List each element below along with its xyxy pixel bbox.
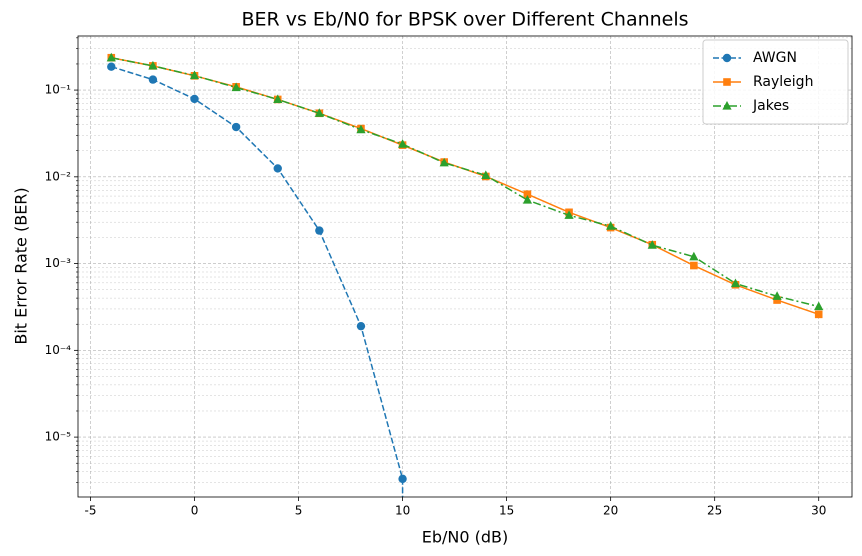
y-tick-label: 10⁻¹ (45, 83, 72, 97)
data-point (523, 190, 532, 199)
data-point (315, 226, 324, 235)
data-point (189, 70, 200, 80)
y-tick-label: 10⁻³ (45, 256, 72, 270)
x-axis-label: Eb/N0 (dB) (422, 528, 509, 547)
data-point (814, 301, 824, 311)
x-tick-label: 30 (811, 504, 826, 518)
y-tick-label: 10⁻² (45, 169, 72, 183)
data-point (273, 164, 282, 173)
data-point (356, 321, 366, 331)
legend-label: Jakes (752, 98, 789, 114)
series-line (111, 56, 819, 308)
data-point (606, 221, 616, 230)
data-point (148, 60, 158, 70)
x-tick-label: -5 (84, 504, 96, 518)
x-tick-label: 15 (499, 504, 514, 518)
data-point (814, 310, 823, 319)
data-point (148, 75, 158, 84)
data-point (647, 240, 657, 249)
legend-marker (722, 101, 732, 110)
chart-title: BER vs Eb/N0 for BPSK over Different Cha… (241, 9, 688, 31)
x-tick-label: 5 (295, 504, 303, 518)
data-point (273, 94, 283, 104)
data-point (439, 157, 449, 167)
legend-marker (723, 78, 731, 86)
data-point (190, 94, 199, 104)
y-tick-label: 10⁻⁴ (45, 343, 72, 357)
x-tick-label: 10 (395, 504, 410, 518)
data-point (397, 139, 408, 148)
data-point (314, 108, 324, 117)
data-point (564, 210, 574, 219)
data-point (522, 195, 533, 204)
plot-area (106, 52, 824, 497)
legend-label: Rayleigh (753, 74, 813, 90)
data-point (107, 62, 116, 71)
y-tick-label: 10⁻⁵ (45, 430, 72, 444)
series-line (111, 65, 404, 497)
data-point (356, 124, 366, 134)
data-point (772, 291, 782, 300)
data-point (231, 122, 241, 132)
data-point (398, 474, 407, 484)
data-point (690, 261, 698, 270)
x-tick-label: 20 (603, 504, 618, 518)
data-point (773, 296, 781, 304)
data-point (730, 278, 741, 288)
data-point (106, 52, 116, 62)
legend-label: AWGN (753, 50, 797, 66)
x-tick-label: 25 (707, 504, 722, 518)
legend-box (702, 39, 849, 125)
data-point (481, 170, 491, 179)
legend-marker (722, 53, 732, 63)
data-point (231, 82, 241, 92)
y-axis-label: Bit Error Rate (BER) (12, 187, 31, 344)
plot-frame (77, 35, 853, 498)
x-tick-label: 0 (191, 504, 199, 518)
data-point (689, 251, 699, 261)
